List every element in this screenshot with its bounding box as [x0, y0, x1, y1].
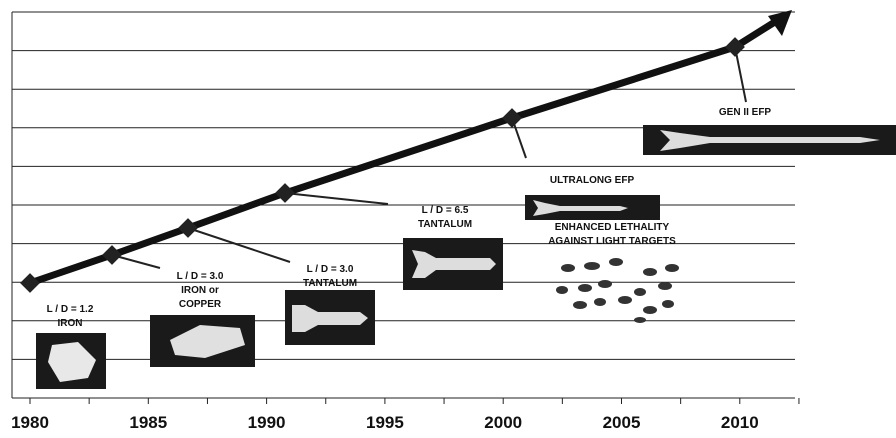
efp-shape	[660, 130, 880, 151]
x-axis: 1980 1985 1990 1995 2000 2005 2010	[11, 398, 800, 432]
milestone-label: IRON or	[181, 285, 219, 296]
milestone-label: L / D = 3.0	[177, 271, 224, 282]
tick-label: 1990	[248, 413, 286, 432]
milestone-label: IRON	[58, 318, 83, 329]
pointer-lines	[111, 46, 747, 269]
tick-label: 1980	[11, 413, 49, 432]
efp-shape	[48, 342, 96, 382]
milestone-label: L / D = 6.5	[422, 205, 469, 216]
milestone-label: COPPER	[179, 299, 222, 310]
milestone-label: L / D = 3.0	[307, 264, 354, 275]
efp-shape	[412, 250, 496, 278]
fragments	[556, 258, 679, 323]
milestone-label: ULTRALONG EFP	[550, 175, 635, 186]
milestone-label: ENHANCED LETHALITY	[555, 222, 670, 233]
milestone-label: AGAINST LIGHT TARGETS	[548, 236, 676, 247]
grid	[11, 11, 795, 399]
milestone-label: GEN II EFP	[719, 107, 772, 118]
efp-shape	[170, 325, 245, 358]
labels: L / D = 1.2 IRON L / D = 3.0 IRON or COPPER L…	[47, 107, 772, 329]
milestone-label: TANTALUM	[303, 278, 357, 289]
illustrations	[36, 125, 896, 389]
arrow-head	[768, 10, 792, 36]
efp-shape	[533, 200, 628, 216]
milestone-label: TANTALUM	[418, 219, 472, 230]
tick-label: 2000	[484, 413, 522, 432]
tick-label: 1985	[129, 413, 167, 432]
tick-label: 2005	[603, 413, 641, 432]
tick-label: 1995	[366, 413, 404, 432]
milestone-label: L / D = 1.2	[47, 304, 94, 315]
efp-shape	[292, 305, 368, 332]
tick-label: 2010	[721, 413, 759, 432]
